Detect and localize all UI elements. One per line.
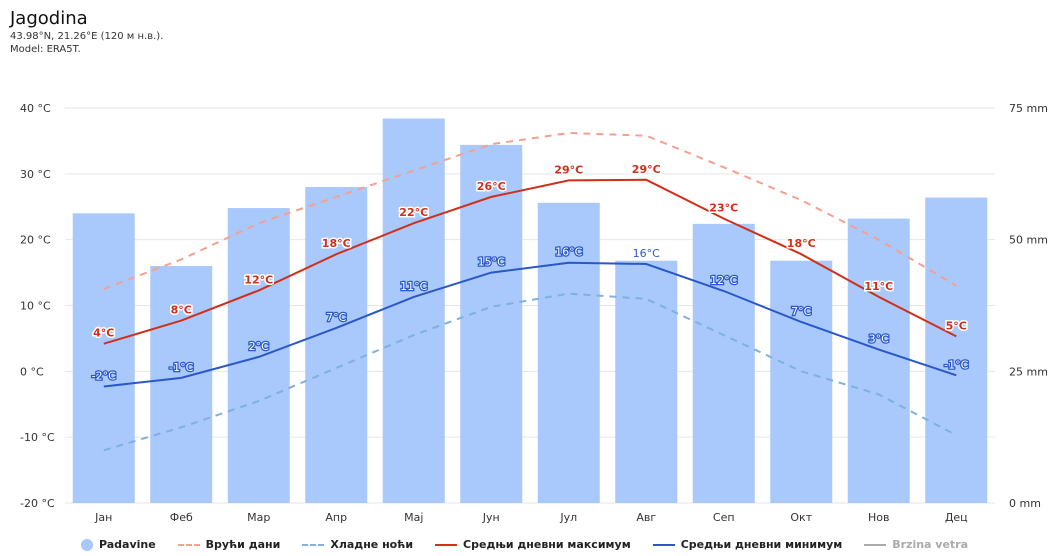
data-label-max: 22°C [399, 206, 428, 219]
legend-item-mean-min[interactable]: Средњи дневни минимум [652, 538, 843, 551]
legend-label-precipitation: Padavine [98, 538, 156, 551]
mean-max-swatch [435, 543, 458, 546]
hot-days-swatch [177, 543, 200, 546]
precipitation-bar [692, 223, 755, 503]
series-line-cold [103, 292, 957, 452]
x-tick-label: Сеп [713, 511, 735, 524]
data-label-max: 12°C [244, 273, 273, 286]
y-right-tick-label: 75 mm [1009, 102, 1048, 115]
data-label-max: 26°C [477, 180, 506, 193]
data-label-max: 8°C [171, 304, 192, 317]
y-left-tick-label: 20 °C [20, 234, 51, 247]
data-label-min: 11°C [400, 280, 427, 293]
data-label-min: -1°C [944, 358, 968, 371]
data-label-max: 5°C [946, 319, 967, 332]
precipitation-bar [770, 260, 833, 503]
data-label-max: 11°C [864, 280, 893, 293]
y-left-tick-label: 30 °C [20, 168, 51, 181]
precipitation-bar [460, 144, 523, 503]
x-tick-label: Мар [247, 511, 270, 524]
location-title: Jagodina [10, 8, 88, 29]
data-label-min: 7°C [791, 305, 811, 318]
precipitation-bar [382, 118, 445, 504]
data-label-max: 4°C [93, 327, 114, 340]
chart-header: Jagodina 43.98°N, 21.26°E (120 м н.в.). … [10, 8, 163, 56]
x-tick-label: Мај [404, 511, 423, 524]
y-right-tick-label: 0 mm [1009, 497, 1041, 510]
x-tick-label: Апр [325, 511, 347, 524]
cold-nights-swatch [302, 543, 325, 546]
mean-min-swatch [652, 543, 675, 546]
series-line-min [103, 261, 957, 388]
legend-label-wind-speed: Brzina vetra [892, 538, 969, 551]
wind-speed-swatch [864, 543, 887, 546]
legend-item-hot-days[interactable]: Врући дани [177, 538, 281, 551]
data-label-max: 18°C [787, 237, 816, 250]
y-left-tick-label: 0 °C [20, 365, 44, 378]
data-label-min: 16°C [555, 246, 582, 259]
precipitation-bar [227, 208, 290, 504]
legend-item-cold-nights[interactable]: Хладне ноћи [302, 538, 413, 551]
model-label: Model: ERA5T. [10, 44, 81, 55]
data-label-max: 18°C [322, 237, 351, 250]
y-right-tick-label: 25 mm [1009, 365, 1048, 378]
x-tick-label: Јун [482, 511, 500, 524]
data-label-min: 2°C [249, 340, 269, 353]
data-label-min: 3°C [869, 333, 889, 346]
data-label-min: 12°C [710, 274, 737, 287]
legend-item-wind-speed[interactable]: Brzina vetra [864, 538, 968, 551]
x-tick-label: Нов [868, 511, 889, 524]
chart-legend: Padavine Врући дани Хладне ноћи Средњи д… [0, 538, 1049, 551]
precipitation-bar [925, 197, 988, 504]
legend-label-cold-nights: Хладне ноћи [330, 538, 414, 551]
data-label-min: -2°C [92, 369, 116, 382]
y-left-tick-label: -20 °C [20, 497, 55, 510]
series-line-max [103, 178, 957, 345]
y-left-tick-label: 40 °C [20, 102, 51, 115]
precipitation-bar [615, 260, 678, 503]
data-label-max: 29°C [554, 163, 583, 176]
x-tick-label: Јул [559, 511, 577, 524]
data-label-min: -1°C [169, 361, 193, 374]
y-left-tick-label: 10 °C [20, 300, 51, 313]
data-label-min: 7°C [326, 311, 346, 324]
x-tick-label: Феб [170, 511, 193, 524]
legend-label-mean-max: Средњи дневни максимум [463, 538, 631, 551]
legend-item-precipitation[interactable]: Padavine [80, 538, 156, 551]
legend-label-mean-min: Средњи дневни минимум [680, 538, 843, 551]
precipitation-bar [847, 218, 910, 503]
data-label-min: 15°C [478, 256, 505, 269]
x-tick-label: Авг [636, 511, 656, 524]
legend-item-mean-max[interactable]: Средњи дневни максимум [435, 538, 631, 551]
precipitation-bar [150, 266, 213, 503]
x-tick-label: Јан [94, 511, 112, 524]
precipitation-swatch [80, 538, 93, 551]
data-label-max: 23°C [709, 202, 738, 215]
y-right-tick-label: 50 mm [1009, 234, 1048, 247]
data-label-min: 16°C [633, 247, 660, 260]
precipitation-bar [537, 202, 600, 504]
data-label-max: 29°C [632, 163, 661, 176]
y-left-tick-label: -10 °C [20, 431, 55, 444]
x-tick-label: Окт [790, 511, 812, 524]
location-coords: 43.98°N, 21.26°E (120 м н.в.). [10, 31, 164, 42]
legend-label-hot-days: Врући дани [205, 538, 281, 551]
precipitation-bar [72, 213, 135, 504]
precipitation-bar [305, 187, 368, 503]
x-tick-label: Дец [945, 511, 968, 524]
